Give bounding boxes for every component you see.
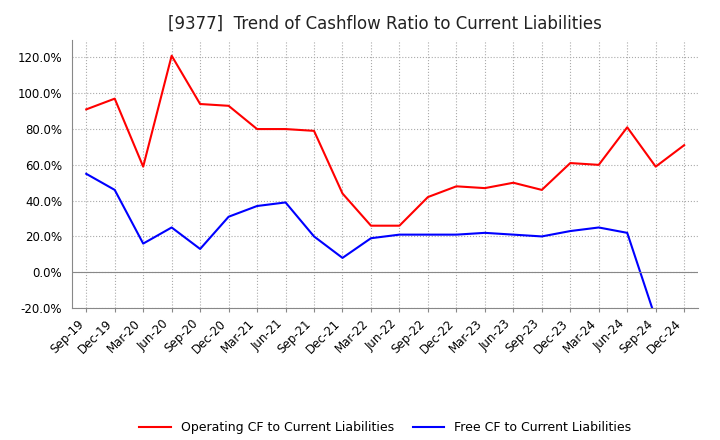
Operating CF to Current Liabilities	[196, 101, 204, 106]
Operating CF to Current Liabilities	[310, 128, 318, 133]
Operating CF to Current Liabilities	[652, 164, 660, 169]
Free CF to Current Liabilities	[196, 246, 204, 252]
Operating CF to Current Liabilities	[509, 180, 518, 185]
Free CF to Current Liabilities	[480, 230, 489, 235]
Operating CF to Current Liabilities	[139, 164, 148, 169]
Operating CF to Current Liabilities	[623, 125, 631, 130]
Operating CF to Current Liabilities	[167, 53, 176, 59]
Operating CF to Current Liabilities	[338, 191, 347, 196]
Operating CF to Current Liabilities	[282, 126, 290, 132]
Free CF to Current Liabilities	[366, 235, 375, 241]
Title: [9377]  Trend of Cashflow Ratio to Current Liabilities: [9377] Trend of Cashflow Ratio to Curren…	[168, 15, 602, 33]
Free CF to Current Liabilities	[310, 234, 318, 239]
Free CF to Current Liabilities	[423, 232, 432, 237]
Free CF to Current Liabilities	[167, 225, 176, 230]
Free CF to Current Liabilities	[652, 316, 660, 321]
Legend: Operating CF to Current Liabilities, Free CF to Current Liabilities: Operating CF to Current Liabilities, Fre…	[135, 416, 636, 439]
Free CF to Current Liabilities	[338, 255, 347, 260]
Operating CF to Current Liabilities	[452, 183, 461, 189]
Free CF to Current Liabilities	[566, 228, 575, 234]
Free CF to Current Liabilities	[225, 214, 233, 220]
Line: Free CF to Current Liabilities: Free CF to Current Liabilities	[86, 174, 684, 320]
Operating CF to Current Liabilities	[225, 103, 233, 108]
Operating CF to Current Liabilities	[82, 107, 91, 112]
Free CF to Current Liabilities	[139, 241, 148, 246]
Operating CF to Current Liabilities	[366, 223, 375, 228]
Operating CF to Current Liabilities	[566, 161, 575, 166]
Free CF to Current Liabilities	[253, 203, 261, 209]
Line: Operating CF to Current Liabilities: Operating CF to Current Liabilities	[86, 56, 684, 226]
Free CF to Current Liabilities	[623, 230, 631, 235]
Free CF to Current Liabilities	[82, 171, 91, 176]
Free CF to Current Liabilities	[282, 200, 290, 205]
Operating CF to Current Liabilities	[253, 126, 261, 132]
Free CF to Current Liabilities	[680, 318, 688, 323]
Free CF to Current Liabilities	[395, 232, 404, 237]
Operating CF to Current Liabilities	[480, 186, 489, 191]
Operating CF to Current Liabilities	[423, 194, 432, 200]
Operating CF to Current Liabilities	[680, 143, 688, 148]
Free CF to Current Liabilities	[110, 187, 119, 193]
Operating CF to Current Liabilities	[595, 162, 603, 168]
Free CF to Current Liabilities	[537, 234, 546, 239]
Operating CF to Current Liabilities	[395, 223, 404, 228]
Free CF to Current Liabilities	[509, 232, 518, 237]
Free CF to Current Liabilities	[595, 225, 603, 230]
Free CF to Current Liabilities	[452, 232, 461, 237]
Operating CF to Current Liabilities	[537, 187, 546, 193]
Operating CF to Current Liabilities	[110, 96, 119, 101]
